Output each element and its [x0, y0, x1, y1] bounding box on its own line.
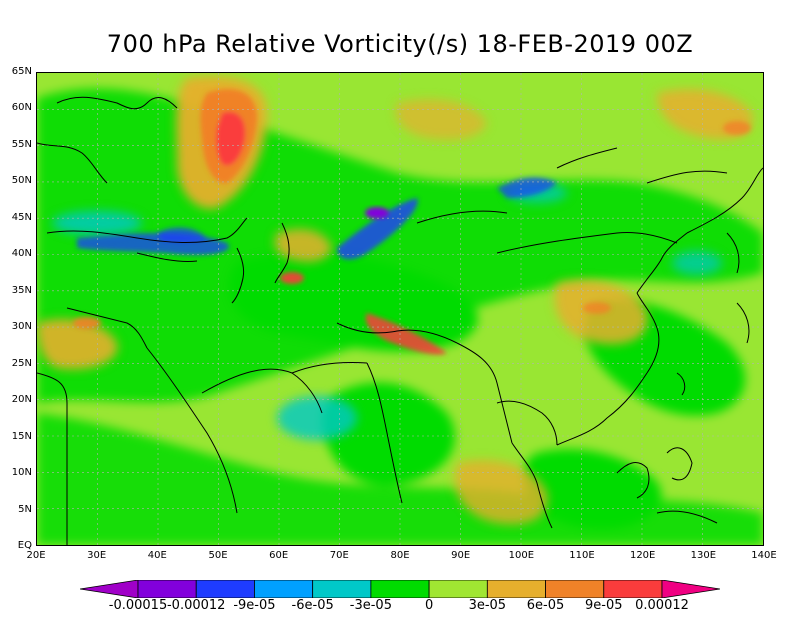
- lon-tick-label: 130E: [690, 550, 717, 561]
- lat-tick-label: 50N: [11, 175, 32, 187]
- colorbar-tick-label: 6e-05: [526, 598, 565, 613]
- lon-tick-label: 20E: [26, 550, 46, 561]
- red-positive-maxima: [73, 89, 751, 355]
- vorticity-map: [36, 72, 764, 546]
- colorbar-swatch: [603, 580, 663, 598]
- colorbar-swatch: [195, 580, 255, 598]
- colorbar-swatch: [137, 580, 197, 598]
- colorbar-tick-label: -0.00015: [108, 598, 168, 613]
- lat-tick-label: 25N: [11, 357, 32, 369]
- lon-tick-label: 110E: [569, 550, 595, 561]
- colorbar-tick-label: 9e-05: [585, 598, 623, 613]
- lat-tick-label: 35N: [11, 284, 32, 296]
- lon-tick-label: 60E: [269, 550, 289, 561]
- lat-lon-gridlines: [37, 73, 763, 545]
- lon-tick-label: 80E: [390, 550, 410, 561]
- colorbar-swatch: [370, 580, 430, 598]
- colorbar-tick-label: 0.00012: [635, 598, 689, 613]
- blue-negative-bands: [77, 177, 557, 260]
- lat-tick-label: 65N: [11, 66, 32, 77]
- lon-tick-label: 30E: [87, 550, 107, 561]
- colorbar-tick-label: -6e-05: [291, 598, 334, 613]
- lon-tick-label: 100E: [508, 550, 535, 561]
- lon-tick-label: 140E: [751, 550, 777, 561]
- lat-tick-label: 10N: [11, 467, 32, 479]
- lon-tick-label: 70E: [329, 550, 349, 561]
- lat-tick-label: 30N: [11, 321, 32, 333]
- lat-tick-label: 20N: [11, 394, 32, 406]
- colorbar-swatch: [312, 580, 372, 598]
- colorbar-tick-label: -3e-05: [349, 598, 392, 613]
- colorbar-tick-label: 3e-05: [468, 598, 507, 613]
- lat-tick-label: EQ: [17, 540, 32, 551]
- colorbar: [80, 580, 720, 598]
- lon-tick-label: 40E: [147, 550, 167, 561]
- lat-tick-label: 40N: [11, 248, 32, 260]
- lat-tick-label: 5N: [18, 503, 32, 515]
- colorbar-swatch: [428, 580, 488, 598]
- purple-minimum: [365, 207, 389, 219]
- colorbar-tick-label: -0.00012: [166, 598, 226, 613]
- colorbar-tick-label: -9e-05: [233, 598, 276, 613]
- lon-tick-label: 120E: [629, 550, 656, 561]
- colorbar-swatch: [486, 580, 546, 598]
- colorbar-min-arrow: [80, 580, 139, 598]
- lat-tick-label: 55N: [11, 138, 32, 150]
- colorbar-max-arrow: [661, 580, 720, 598]
- colorbar-swatch: [254, 580, 314, 598]
- colorbar-swatch: [545, 580, 605, 598]
- lat-tick-label: 60N: [11, 102, 32, 114]
- cyan-weak-negative: [52, 183, 722, 440]
- lat-tick-label: 45N: [11, 211, 32, 223]
- lat-tick-label: 15N: [11, 430, 32, 442]
- colorbar-tick-label: 0: [424, 598, 434, 613]
- lon-tick-label: 90E: [451, 550, 471, 561]
- coastlines-and-borders: [37, 96, 763, 545]
- chart-title: 700 hPa Relative Vorticity(/s) 18-FEB-20…: [106, 30, 694, 58]
- lon-tick-label: 50E: [208, 550, 228, 561]
